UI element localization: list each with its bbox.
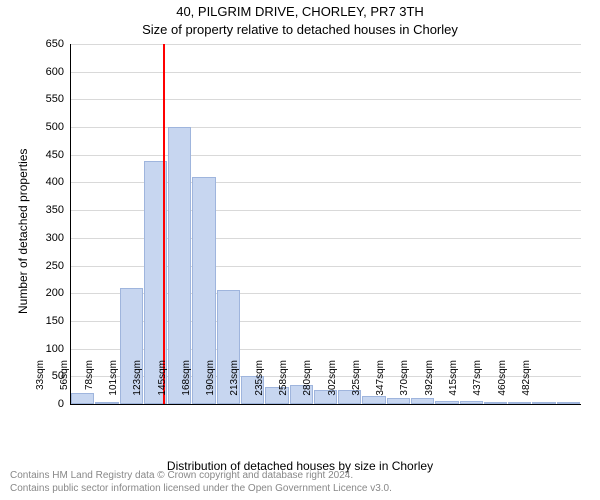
x-tick: 415sqm <box>448 360 459 410</box>
page-title: 40, PILGRIM DRIVE, CHORLEY, PR7 3TH <box>0 4 600 19</box>
x-tick: 33sqm <box>35 360 46 410</box>
histogram-bar <box>532 402 555 404</box>
y-tick: 450 <box>0 149 64 161</box>
histogram-plot <box>70 44 581 405</box>
x-tick: 258sqm <box>278 360 289 410</box>
y-tick: 650 <box>0 38 64 50</box>
y-tick: 100 <box>0 343 64 355</box>
x-tick: 460sqm <box>497 360 508 410</box>
x-tick: 482sqm <box>521 360 532 410</box>
y-tick: 550 <box>0 93 64 105</box>
x-tick: 437sqm <box>472 360 483 410</box>
x-tick: 123sqm <box>132 360 143 410</box>
y-tick: 200 <box>0 287 64 299</box>
footer-line2: Contains public sector information licen… <box>10 483 590 494</box>
page-subtitle: Size of property relative to detached ho… <box>0 22 600 37</box>
reference-line <box>163 44 165 404</box>
y-tick: 250 <box>0 260 64 272</box>
x-tick: 392sqm <box>424 360 435 410</box>
x-tick: 56sqm <box>59 360 70 410</box>
y-tick: 350 <box>0 204 64 216</box>
x-tick: 168sqm <box>181 360 192 410</box>
x-tick: 101sqm <box>108 360 119 410</box>
x-tick: 280sqm <box>302 360 313 410</box>
y-tick: 400 <box>0 176 64 188</box>
x-tick: 370sqm <box>399 360 410 410</box>
x-tick: 325sqm <box>351 360 362 410</box>
x-tick: 190sqm <box>205 360 216 410</box>
x-tick: 78sqm <box>84 360 95 410</box>
x-tick: 235sqm <box>254 360 265 410</box>
x-tick: 302sqm <box>327 360 338 410</box>
footer-line1: Contains HM Land Registry data © Crown c… <box>10 470 590 481</box>
histogram-bar <box>557 402 580 404</box>
y-tick: 300 <box>0 232 64 244</box>
x-tick: 213sqm <box>229 360 240 410</box>
y-tick: 600 <box>0 66 64 78</box>
y-tick: 500 <box>0 121 64 133</box>
y-tick: 0 <box>0 398 64 410</box>
y-tick: 150 <box>0 315 64 327</box>
x-tick: 145sqm <box>157 360 168 410</box>
x-tick: 347sqm <box>375 360 386 410</box>
y-axis-label: Number of detached properties <box>16 149 30 314</box>
y-tick: 50 <box>0 370 64 382</box>
